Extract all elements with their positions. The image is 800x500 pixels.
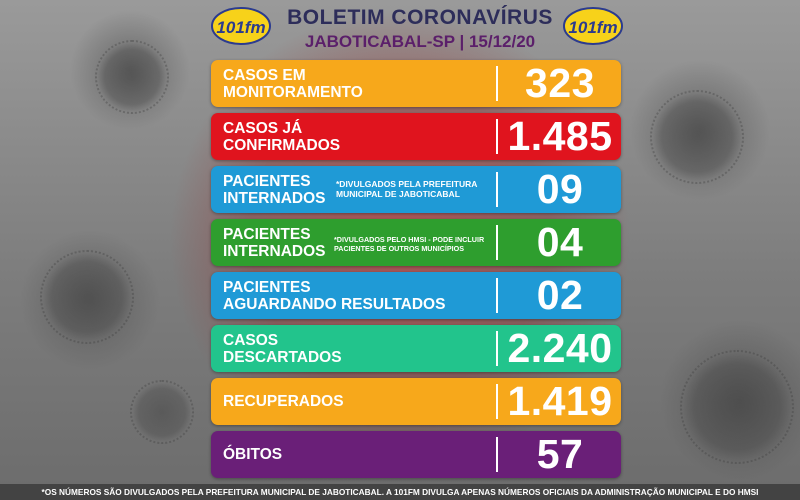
card-divider — [496, 437, 498, 472]
card-value: 57 — [536, 431, 584, 477]
radio-logo-icon: 101fm — [563, 7, 623, 45]
card-divider — [496, 119, 498, 154]
card-divider — [496, 172, 498, 207]
card-label-line1: ÓBITOS — [223, 446, 283, 463]
virus-particle — [40, 250, 134, 344]
card-divider — [496, 331, 498, 366]
card-label-line1: PACIENTES — [223, 279, 311, 296]
footer-disclaimer: *OS NÚMEROS SÃO DIVULGADOS PELA PREFEITU… — [0, 484, 800, 500]
card-divider — [496, 384, 498, 419]
virus-particle — [95, 40, 169, 114]
card-label-line1: CASOS JÁ — [223, 120, 303, 137]
stat-card-discarded: CASOS DESCARTADOS 2.240 — [211, 325, 621, 372]
card-label: CASOS EM MONITORAMENTO — [223, 67, 493, 101]
logo-text: 101fm — [568, 18, 617, 37]
card-label: RECUPERADOS — [223, 393, 493, 410]
card-label-line2: DESCARTADOS — [223, 349, 342, 366]
card-label-line2: INTERNADOS — [223, 190, 326, 207]
header: 101fm BOLETIM CORONAVÍRUS JABOTICABAL-SP… — [0, 0, 800, 58]
card-label-line1: CASOS EM — [223, 67, 306, 84]
card-divider — [496, 66, 498, 101]
card-value: 1.485 — [507, 113, 613, 159]
card-label-line1: RECUPERADOS — [223, 393, 344, 410]
page-title: BOLETIM CORONAVÍRUS — [287, 6, 553, 29]
card-value: 323 — [525, 60, 595, 106]
card-label-line2: CONFIRMADOS — [223, 137, 341, 154]
card-note-line1: *DIVULGADOS PELA PREFEITURA — [336, 179, 478, 189]
card-label: CASOS JÁ CONFIRMADOS — [223, 120, 493, 154]
card-divider — [496, 225, 498, 260]
stat-card-hospitalized-prefeitura: PACIENTES INTERNADOS *DIVULGADOS PELA PR… — [211, 166, 621, 213]
card-note: *DIVULGADOS PELA PREFEITURA MUNICIPAL DE… — [336, 179, 477, 199]
virus-particle — [130, 380, 194, 444]
card-label-line2: MONITORAMENTO — [223, 84, 363, 101]
card-note-line2: PACIENTES DE OUTROS MUNICÍPIOS — [334, 244, 465, 253]
card-value: 09 — [536, 166, 584, 212]
stat-card-deaths: ÓBITOS 57 — [211, 431, 621, 478]
logo-text: 101fm — [216, 18, 265, 37]
card-label-line2: AGUARDANDO RESULTADOS — [223, 296, 446, 313]
card-label-line1: PACIENTES — [223, 226, 311, 243]
stat-card-confirmed: CASOS JÁ CONFIRMADOS 1.485 — [211, 113, 621, 160]
card-label-line1: PACIENTES — [223, 173, 311, 190]
stat-card-hospitalized-hmsi: PACIENTES INTERNADOS *DIVULGADOS PELO HM… — [211, 219, 621, 266]
virus-particle — [680, 350, 794, 464]
card-label-line2: INTERNADOS — [223, 243, 326, 260]
card-note: *DIVULGADOS PELO HMSI - PODE INCLUIR PAC… — [334, 235, 484, 253]
card-label: CASOS DESCARTADOS — [223, 332, 493, 366]
stat-card-awaiting-results: PACIENTES AGUARDANDO RESULTADOS 02 — [211, 272, 621, 319]
page-subtitle: JABOTICABAL-SP | 15/12/20 — [304, 32, 536, 51]
stat-card-monitoring: CASOS EM MONITORAMENTO 323 — [211, 60, 621, 107]
card-label: PACIENTES INTERNADOS — [223, 226, 493, 260]
card-label: PACIENTES INTERNADOS — [223, 173, 493, 207]
card-value: 2.240 — [507, 325, 613, 371]
stat-card-recovered: RECUPERADOS 1.419 — [211, 378, 621, 425]
radio-logo-icon: 101fm — [211, 7, 271, 45]
card-value: 04 — [536, 219, 584, 265]
card-label: ÓBITOS — [223, 446, 493, 463]
card-note-line1: *DIVULGADOS PELO HMSI - PODE INCLUIR — [334, 235, 485, 244]
card-value: 1.419 — [507, 378, 613, 424]
virus-particle — [650, 90, 744, 184]
card-value: 02 — [536, 272, 584, 318]
card-note-line2: MUNICIPAL DE JABOTICABAL — [336, 189, 460, 199]
card-label: PACIENTES AGUARDANDO RESULTADOS — [223, 279, 493, 313]
card-divider — [496, 278, 498, 313]
card-label-line1: CASOS — [223, 332, 279, 349]
